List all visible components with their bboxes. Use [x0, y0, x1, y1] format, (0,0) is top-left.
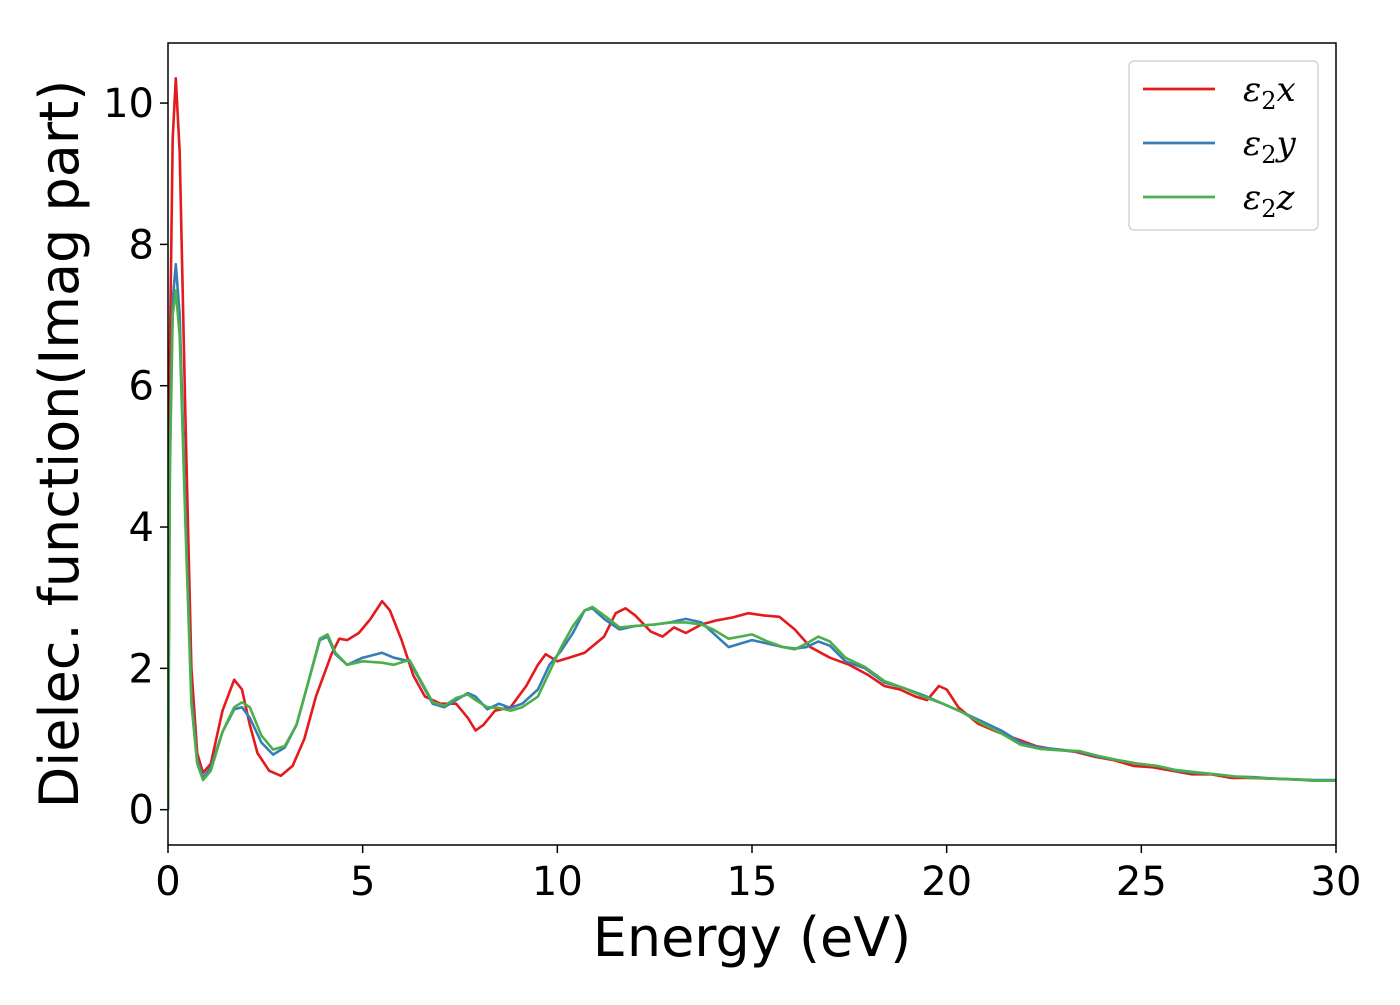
- legend-item-x: ε2x: [1143, 70, 1296, 115]
- legend-label: ε2y: [1243, 124, 1297, 169]
- y-tick-label: 0: [129, 788, 154, 834]
- y-tick-label: 8: [129, 222, 154, 268]
- y-axis-ticks: 0 2 4 6 8 10: [103, 81, 168, 834]
- y-axis-label: Dielec. function(Imag part): [28, 80, 91, 809]
- legend-label: ε2x: [1243, 70, 1296, 115]
- legend-label: ε2z: [1243, 178, 1296, 223]
- series-line-z: [168, 288, 1336, 810]
- x-tick-label: 5: [350, 859, 375, 905]
- y-tick-label: 2: [129, 646, 154, 692]
- x-tick-label: 10: [532, 859, 583, 905]
- legend-box: [1128, 60, 1319, 231]
- legend: ε2x ε2y ε2z: [1128, 60, 1319, 231]
- x-tick-label: 30: [1311, 859, 1362, 905]
- y-tick-label: 4: [129, 505, 154, 551]
- y-tick-label: 6: [129, 364, 154, 410]
- legend-item-z: ε2z: [1143, 178, 1296, 223]
- x-tick-label: 0: [155, 859, 180, 905]
- x-tick-label: 25: [1116, 859, 1167, 905]
- x-tick-label: 20: [921, 859, 972, 905]
- x-tick-label: 15: [727, 859, 778, 905]
- series-line-y: [168, 262, 1336, 810]
- series-group: [168, 77, 1336, 810]
- x-axis-label: Energy (eV): [593, 906, 912, 969]
- y-tick-label: 10: [103, 81, 154, 127]
- legend-item-y: ε2y: [1143, 124, 1297, 169]
- x-axis-ticks: 0 5 10 15 20 25 30: [155, 845, 1361, 905]
